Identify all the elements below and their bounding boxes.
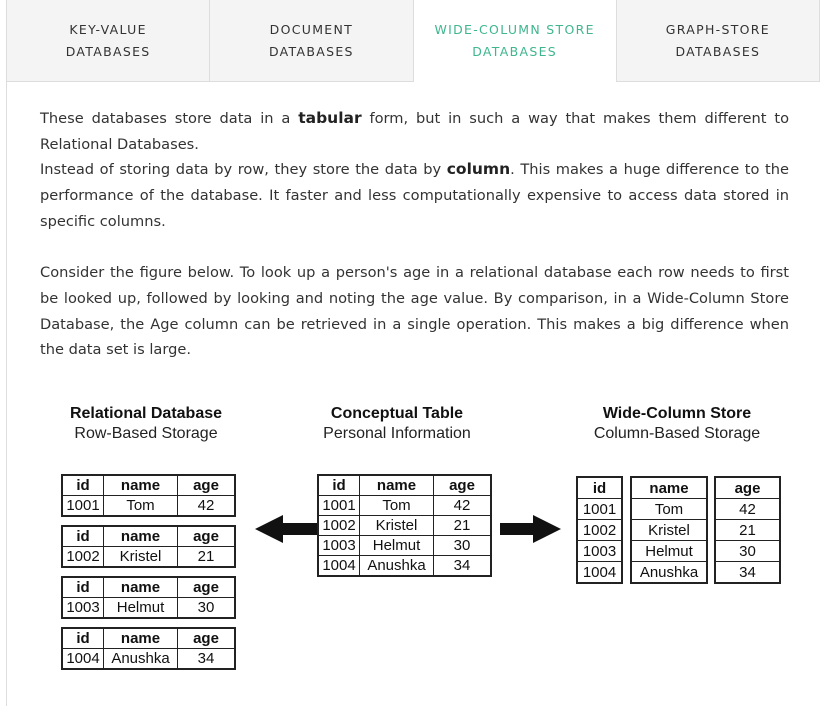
text-run: Instead of storing data by row, they sto… — [40, 161, 447, 179]
cell-age: 42 — [715, 498, 780, 520]
header-age: age — [177, 576, 236, 598]
conceptual-title: Conceptual Table Personal Information — [323, 405, 471, 442]
tab-panel: These databases store data in a tabular … — [6, 82, 820, 706]
header-age: age — [433, 474, 492, 496]
header-name: name — [103, 627, 178, 649]
header-name: name — [631, 477, 707, 499]
cell-name: Helmut — [103, 597, 178, 619]
cell-age: 30 — [177, 597, 236, 619]
tab-label-line1: KEY-VALUE — [69, 21, 147, 37]
age-column-table: age 42 21 30 34 — [714, 476, 781, 584]
header-id: id — [61, 525, 104, 547]
paragraph-2: Instead of storing data by row, they sto… — [40, 157, 789, 234]
cell-id: 1002 — [61, 546, 104, 568]
cell-id: 1001 — [317, 495, 360, 516]
arrow-right-icon — [500, 515, 561, 543]
header-name: name — [103, 525, 178, 547]
tab-label-line1: WIDE-COLUMN STORE — [434, 22, 595, 37]
row-table: id name age 1004 Anushka 34 — [61, 627, 236, 670]
tab-graph-store[interactable]: GRAPH-STORE DATABASES — [616, 0, 820, 82]
cell-id: 1001 — [577, 498, 622, 520]
cell-name: Tom — [359, 495, 434, 516]
cell-age: 21 — [715, 519, 780, 541]
bold-term: tabular — [298, 109, 362, 127]
cell-id: 1001 — [61, 495, 104, 517]
cell-id: 1002 — [317, 515, 360, 536]
cell-id: 1004 — [582, 563, 617, 581]
text-run: These databases store data in a — [40, 110, 299, 127]
cell-age: 30 — [433, 535, 492, 556]
tab-wide-column-store[interactable]: WIDE-COLUMN STORE DATABASES — [413, 0, 617, 82]
row-table: id name age 1002 Kristel 21 — [61, 525, 236, 568]
header-age: age — [177, 627, 236, 649]
cell-name: Helmut — [631, 540, 707, 562]
conceptual-table: id name age 1001 Tom 42 1002 Kristel 21 1003 He… — [317, 474, 492, 577]
cell-name: Anushka — [103, 648, 178, 670]
tab-label-line2: DATABASES — [268, 43, 354, 59]
header-name: name — [359, 474, 434, 496]
cell-age: 34 — [433, 555, 492, 577]
cell-age: 42 — [433, 495, 492, 516]
cell-age: 30 — [715, 540, 780, 562]
tab-label-line2: DATABASES — [472, 44, 558, 59]
arrows — [255, 515, 561, 543]
header-id: id — [61, 474, 104, 496]
id-column-table: id 1001 1002 1003 1004 — [576, 476, 623, 584]
cell-name: Anushka — [639, 563, 699, 581]
header-name: name — [103, 474, 178, 496]
description-text: These databases store data in a tabular … — [40, 106, 789, 363]
cell-id: 1003 — [317, 535, 360, 556]
paragraph-1: These databases store data in a tabular … — [40, 106, 789, 157]
storage-comparison-figure: Relational Database Row-Based Storage Co… — [7, 398, 820, 698]
header-id: id — [61, 627, 104, 649]
tab-bar: KEY-VALUE DATABASES DOCUMENT DATABASES WID… — [6, 0, 820, 82]
header-id: id — [577, 477, 622, 499]
arrow-left-icon — [255, 515, 317, 543]
header-id: id — [317, 474, 360, 496]
tab-label-line1: DOCUMENT — [269, 21, 354, 37]
relational-title: Relational Database Row-Based Storage — [69, 405, 223, 442]
tab-label-line2: DATABASES — [675, 43, 761, 59]
cell-name: Kristel — [631, 519, 707, 541]
cell-id: 1004 — [61, 648, 104, 670]
tab-key-value[interactable]: KEY-VALUE DATABASES — [6, 0, 211, 82]
cell-age: 21 — [177, 546, 236, 568]
header-age: age — [177, 474, 236, 496]
cell-name: Kristel — [103, 546, 178, 568]
header-name: name — [103, 576, 178, 598]
cell-name: Helmut — [359, 535, 434, 556]
cell-age: 34 — [739, 563, 756, 581]
cell-age: 42 — [177, 495, 236, 517]
cell-id: 1002 — [577, 519, 622, 541]
cell-id: 1003 — [61, 597, 104, 619]
text-run: . This makes a huge difference to the pe… — [40, 161, 789, 230]
row-table: id name age 1001 Tom 42 — [61, 474, 236, 517]
row-table: id name age 1003 Helmut 30 — [61, 576, 236, 619]
widecolumn-title: Wide-Column Store Column-Based Storage — [593, 405, 761, 442]
bold-term: column — [446, 160, 511, 179]
name-column-table: name Tom Kristel Helmut Anushka — [630, 476, 708, 584]
header-age: age — [715, 477, 780, 499]
cell-name: Kristel — [359, 515, 434, 536]
tab-document[interactable]: DOCUMENT DATABASES — [210, 0, 414, 82]
cell-id: 1003 — [577, 540, 622, 562]
header-age: age — [177, 525, 236, 547]
cell-name: Tom — [103, 495, 178, 517]
cell-age: 21 — [433, 515, 492, 536]
paragraph-3: Consider the figure below. To look up a … — [40, 264, 789, 359]
cell-id: 1004 — [317, 555, 360, 577]
text-run: form, but in such a way that makes them … — [40, 110, 790, 153]
cell-age: 34 — [177, 648, 236, 670]
header-id: id — [61, 576, 104, 598]
cell-name: Tom — [631, 498, 707, 520]
tab-label-line1: GRAPH-STORE — [665, 21, 770, 37]
cell-name: Anushka — [359, 555, 434, 577]
tab-label-line2: DATABASES — [65, 43, 151, 59]
